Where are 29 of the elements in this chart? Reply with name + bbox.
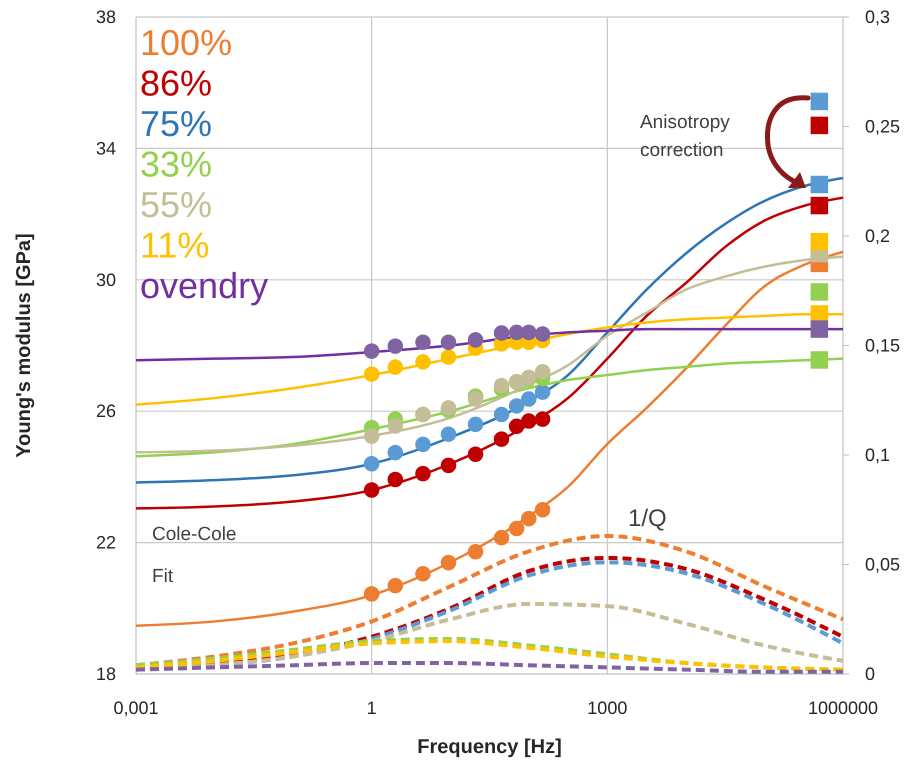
annotation: Anisotropy correction [640,112,730,161]
y2-tick-label: 0,25 [865,116,900,136]
y2-tick-label: 0,3 [865,7,890,27]
text: 33% [140,144,212,184]
x-axis-title: Frequency [Hz] [417,736,562,758]
text: 55% [140,184,212,225]
text: 11% [140,224,210,266]
text: 100% [140,22,232,63]
x-tick-label: 1000 [587,698,628,718]
series-label: ovendry [140,265,268,306]
y2-tick-label: 0,15 [865,336,900,356]
annotation: 1/Q [628,505,667,532]
y-tick-label: 22 [96,532,116,553]
y-axis-title: Young's modulus [GPa] [13,233,35,458]
y2-tick-label: 0,1 [865,445,890,465]
text: 86% [140,62,212,104]
x-tick-label: 0,001 [113,698,159,718]
x-tick-label: 1000000 [808,698,878,718]
text: 75% [140,103,212,144]
y-tick-label: 38 [96,7,116,27]
y2-tick-label: 0,2 [865,226,890,246]
x-tick-label: 1 [366,698,377,718]
y-tick-label: 18 [96,664,116,684]
y2-tick-label: 0,05 [865,554,900,574]
annotation: Cole-Cole Fit [152,524,236,587]
y-tick-label: 30 [96,270,116,290]
y-tick-label: 34 [96,138,116,158]
y-tick-label: 26 [96,401,116,422]
y2-tick-label: 0 [865,664,876,684]
